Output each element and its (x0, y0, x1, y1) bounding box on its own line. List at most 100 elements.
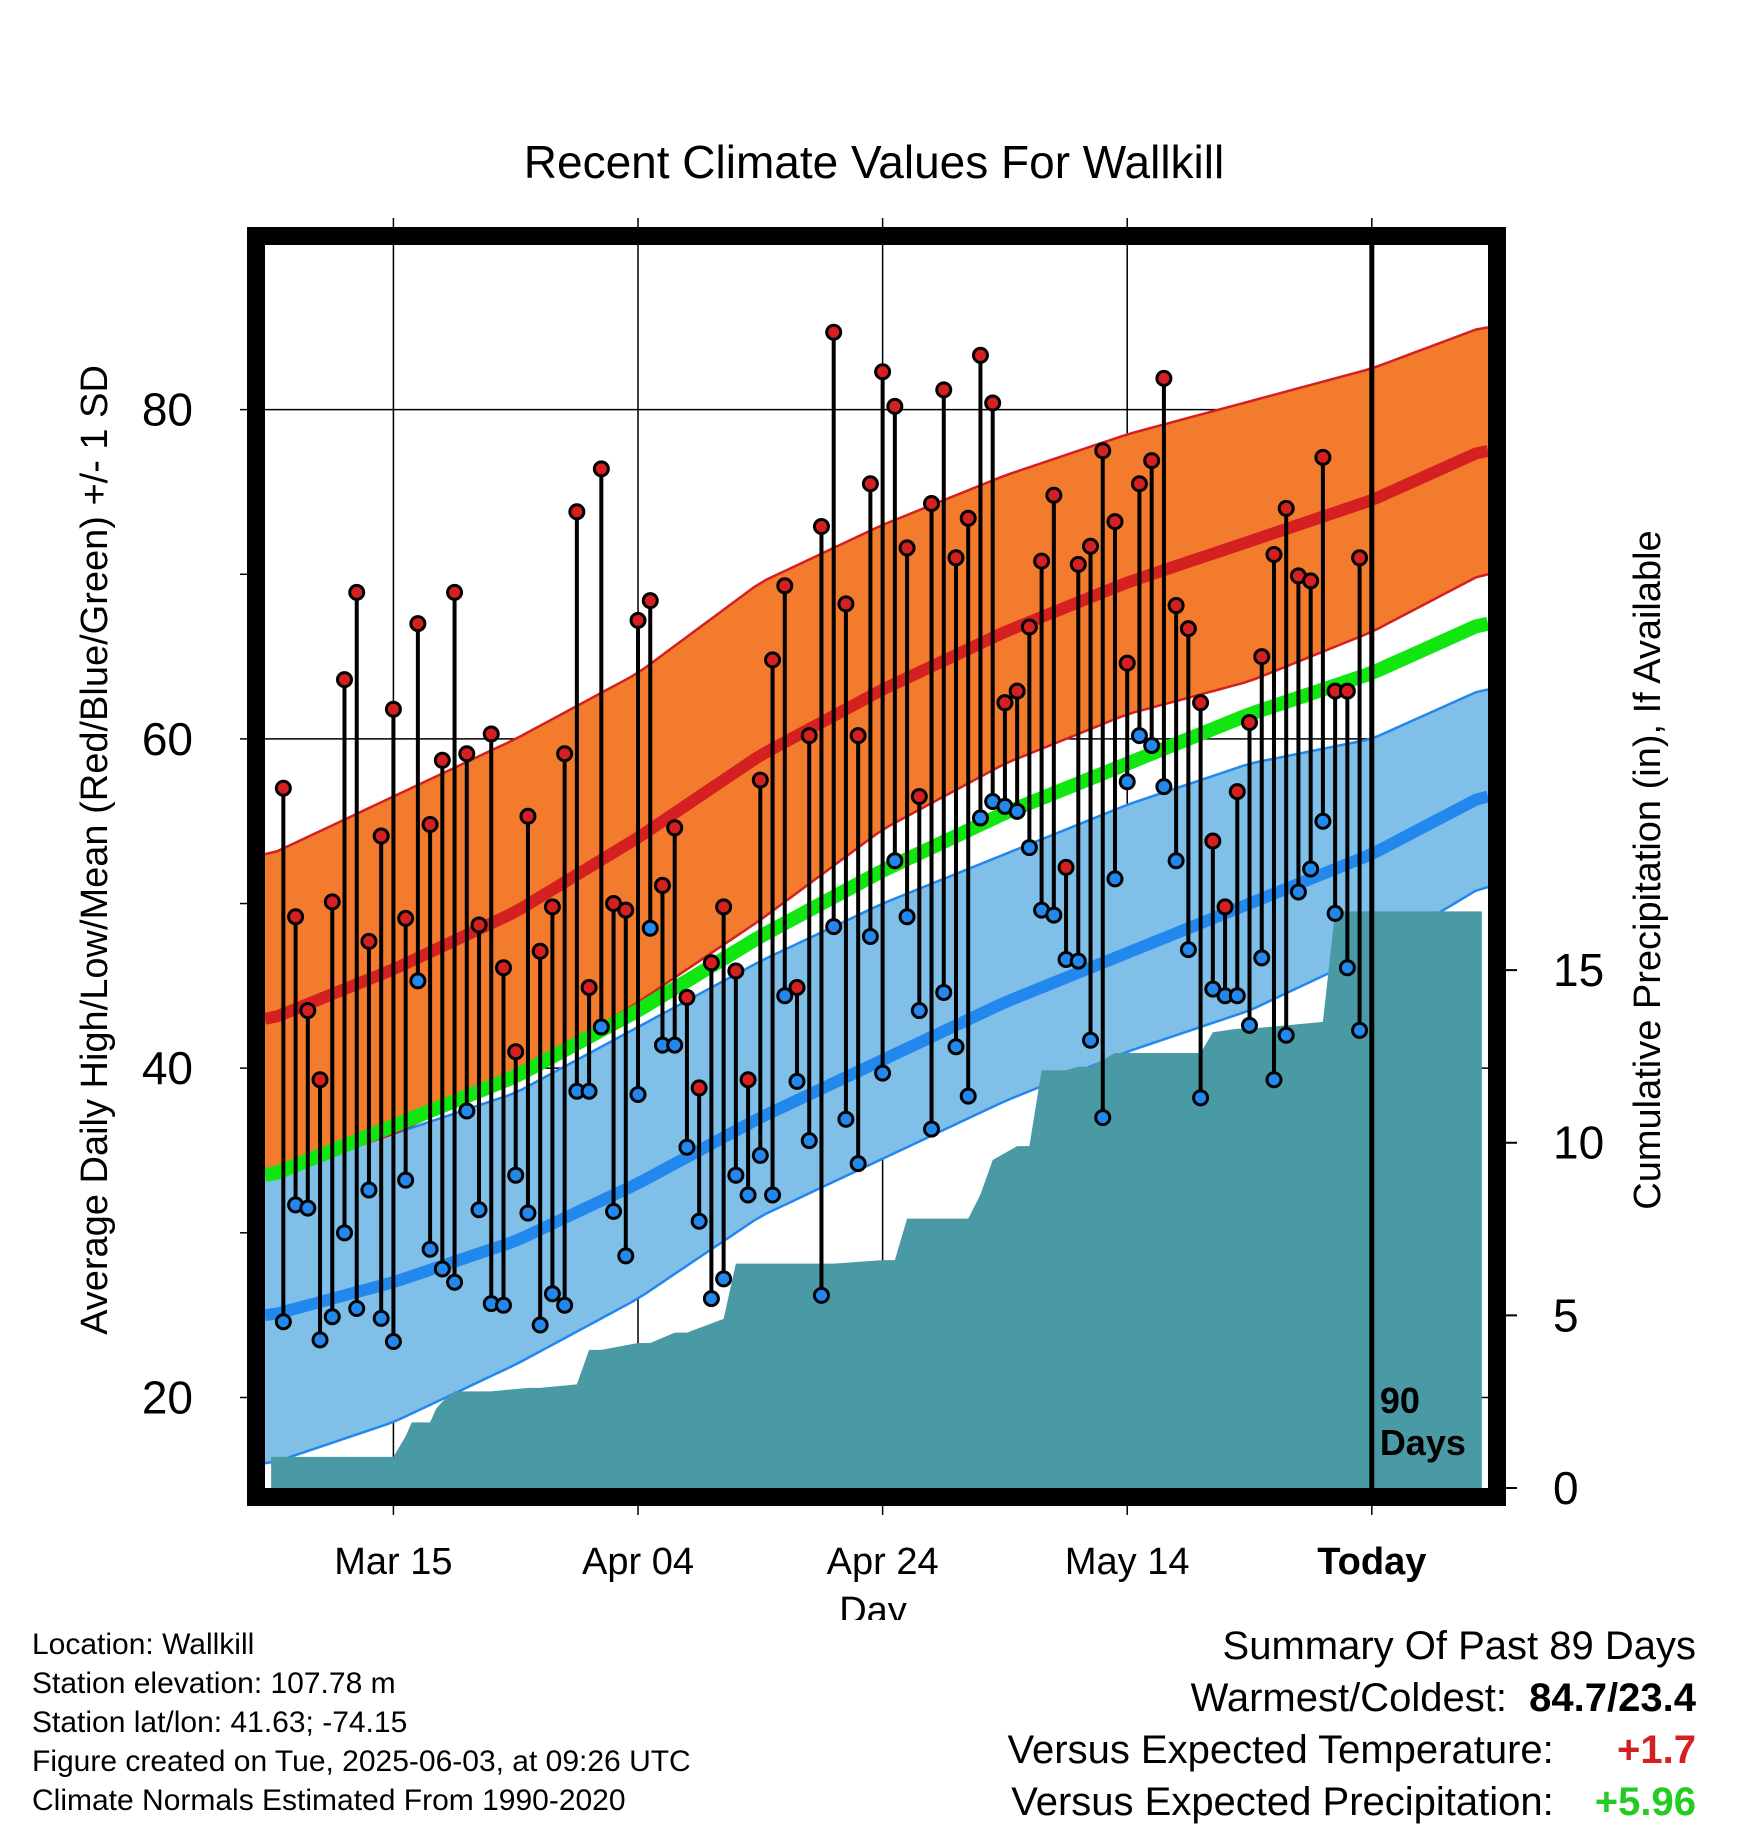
daily-low-point (580, 1082, 598, 1100)
precip-area (271, 911, 1482, 1488)
daily-low-point (494, 1296, 512, 1314)
daily-low-point (1228, 987, 1246, 1005)
daily-high-point (335, 671, 353, 689)
daily-high-point (470, 916, 488, 934)
summary-title: Summary Of Past 89 Days (1222, 1624, 1696, 1668)
daily-low-point (458, 1102, 476, 1120)
plot-frame (247, 227, 1506, 1506)
x-tick-label: Today (1317, 1541, 1426, 1583)
daily-low-point (702, 1290, 720, 1308)
y2-axis-label: Cumulative Precipitation (in), If Availa… (1627, 530, 1669, 1209)
daily-low-point (1314, 812, 1332, 830)
daily-high-point (323, 893, 341, 911)
daily-high-point (617, 901, 635, 919)
chart-title: Recent Climate Values For Wallkill (524, 136, 1224, 188)
precip-value: +5.96 (1594, 1780, 1696, 1824)
summary-panel: Summary Of Past 89 Days Warmest/Coldest:… (1008, 1620, 1696, 1828)
daily-low-point (1338, 959, 1356, 977)
daily-high-point (299, 1002, 317, 1020)
daily-high-point (861, 475, 879, 493)
daily-high-point (482, 725, 500, 743)
daily-high-point (1253, 648, 1271, 666)
daily-low-point (837, 1110, 855, 1128)
daily-low-point (543, 1285, 561, 1303)
daily-high-point (568, 503, 586, 521)
daily-high-point (1265, 546, 1283, 564)
temp-label: Versus Expected Temperature: (1007, 1728, 1554, 1772)
temp-value: +1.7 (1617, 1728, 1696, 1772)
daily-high-point (372, 827, 390, 845)
daily-high-point (446, 583, 464, 601)
daily-low-point (1302, 860, 1320, 878)
daily-low-point (360, 1181, 378, 1199)
daily-high-point (1143, 452, 1161, 470)
daily-low-point (715, 1270, 733, 1288)
daily-high-point (715, 898, 733, 916)
today-days-label: Days (1380, 1422, 1466, 1463)
daily-high-point (1338, 682, 1356, 700)
daily-high-point (1204, 832, 1222, 850)
climate-chart: Recent Climate Values For Wallkill 90Day… (74, 136, 1669, 1620)
daily-high-point (776, 577, 794, 595)
daily-low-point (727, 1166, 745, 1184)
daily-low-point (372, 1309, 390, 1327)
daily-high-point (384, 700, 402, 718)
daily-low-point (874, 1064, 892, 1082)
daily-low-point (678, 1138, 696, 1156)
daily-low-point (531, 1316, 549, 1334)
daily-low-point (1326, 904, 1344, 922)
daily-low-point (812, 1286, 830, 1304)
high-mean-line (265, 444, 1488, 1025)
daily-low-point (1192, 1089, 1210, 1107)
high-sd-band (265, 327, 1488, 1176)
daily-low-point (825, 918, 843, 936)
daily-high-point (764, 651, 782, 669)
daily-high-point (1277, 499, 1295, 517)
daily-high-point (1008, 682, 1026, 700)
daily-low-point (800, 1132, 818, 1150)
warm-cold-label: Warmest/Coldest: (1190, 1676, 1507, 1720)
daily-high-point (494, 959, 512, 977)
summary-warm-cold: Warmest/Coldest: 84.7/23.4 (1008, 1672, 1696, 1724)
summary-precip: Versus Expected Precipitation: +5.96 (1008, 1776, 1696, 1828)
daily-high-point (1167, 597, 1185, 615)
daily-low-point (1277, 1026, 1295, 1044)
daily-high-point (678, 988, 696, 1006)
latlon-text: Station lat/lon: 41.63; -74.15 (32, 1706, 408, 1739)
daily-high-point (812, 518, 830, 536)
daily-high-point (274, 779, 292, 797)
daily-low-point (397, 1171, 415, 1189)
daily-high-point (837, 595, 855, 613)
plot-series-group (265, 245, 1488, 1488)
daily-low-point (384, 1332, 402, 1350)
daily-high-point (348, 583, 366, 601)
daily-low-point (1253, 949, 1271, 967)
daily-high-point (519, 807, 537, 825)
low-mean-line (265, 790, 1488, 1322)
daily-high-point (1155, 369, 1173, 387)
daily-high-point (1351, 549, 1369, 567)
daily-high-point (287, 908, 305, 926)
precip-label: Versus Expected Precipitation: (1011, 1780, 1554, 1824)
x-axis-label: Day (839, 1590, 907, 1620)
daily-low-point (776, 987, 794, 1005)
daily-high-point (653, 876, 671, 894)
daily-high-point (507, 1043, 525, 1061)
daily-high-point (1094, 442, 1112, 460)
daily-low-point (1289, 883, 1307, 901)
elevation-text: Station elevation: 107.78 m (32, 1667, 396, 1700)
daily-low-point (311, 1331, 329, 1349)
location-text: Location: Wallkill (32, 1628, 255, 1661)
daily-high-point (311, 1071, 329, 1089)
x-tick-label: May 14 (1065, 1541, 1190, 1583)
daily-low-point (592, 1018, 610, 1036)
daily-high-point (1106, 513, 1124, 531)
daily-high-point (592, 460, 610, 478)
daily-high-point (984, 394, 1002, 412)
daily-high-point (641, 592, 659, 610)
daily-low-point (764, 1186, 782, 1204)
y2-tick-label: 0 (1553, 1462, 1579, 1514)
daily-high-point (898, 539, 916, 557)
daily-low-point (1241, 1016, 1259, 1034)
